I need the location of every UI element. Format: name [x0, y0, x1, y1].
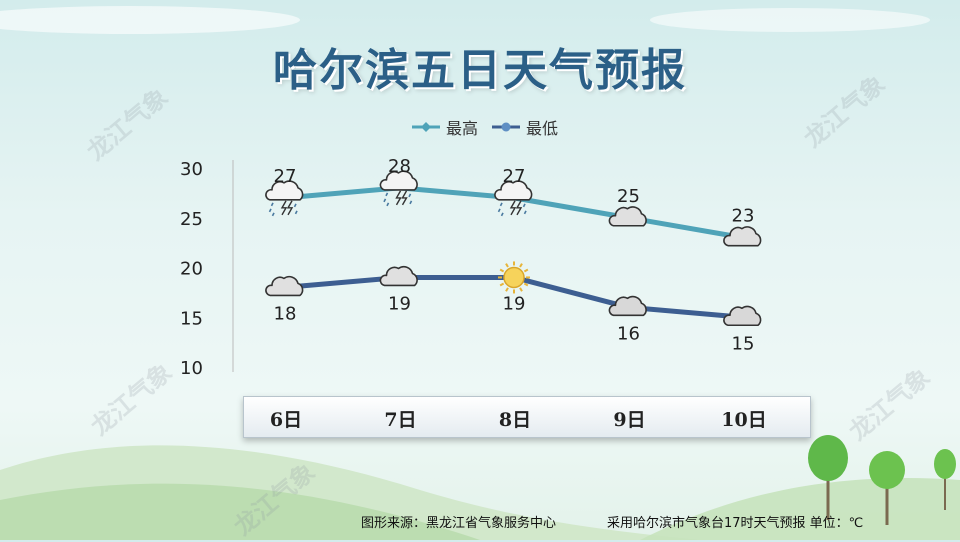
- sun-icon: [498, 261, 530, 294]
- date-bar: 6日 7日 8日 9日 10日: [243, 396, 811, 438]
- y-tick-label: 10: [180, 358, 203, 379]
- data-label: 19: [388, 293, 411, 314]
- data-label: 27: [503, 166, 526, 187]
- thunder-rain-icon: [379, 170, 418, 207]
- page-title: 哈尔滨五日天气预报: [273, 45, 687, 96]
- legend-label-high: 最高: [446, 119, 479, 138]
- data-label: 16: [617, 323, 640, 344]
- cloud-icon: [379, 265, 418, 287]
- cloud-icon: [265, 275, 304, 297]
- data-label: 27: [274, 166, 297, 187]
- cloud-icon: [608, 295, 647, 317]
- tree-icon: [869, 451, 905, 525]
- thunder-rain-icon: [494, 180, 533, 217]
- x-tick-label: 8日: [498, 409, 532, 431]
- chart-legend: 最高 最低: [412, 115, 572, 139]
- thunder-rain-icon: [265, 180, 304, 217]
- x-tick-label: 7日: [384, 409, 417, 431]
- data-label: 18: [274, 303, 297, 324]
- legend-marker-high: [412, 122, 440, 132]
- tree-icon: [808, 435, 848, 520]
- data-label: 15: [732, 333, 755, 354]
- footer-note: 采用哈尔滨市气象台17时天气预报 单位：℃: [607, 516, 864, 531]
- y-tick-label: 25: [180, 209, 203, 230]
- x-tick-label: 9日: [613, 409, 646, 431]
- cloud-icon: [723, 305, 762, 327]
- cloud-icon: [723, 226, 762, 247]
- tree-icon: [934, 449, 956, 510]
- legend-label-low: 最低: [526, 119, 559, 138]
- cloud-icon: [608, 206, 647, 227]
- legend-marker-low: [492, 122, 521, 132]
- data-label: 23: [732, 206, 755, 227]
- legend-item-high: 最高: [412, 115, 478, 139]
- legend-item-low: 最低: [492, 115, 558, 139]
- y-tick-label: 20: [180, 259, 203, 280]
- y-tick-label: 15: [180, 308, 203, 329]
- x-tick-label: 6日: [269, 409, 303, 431]
- x-tick-label: 10日: [721, 409, 767, 431]
- y-tick-label: 30: [180, 159, 203, 180]
- data-label: 28: [388, 156, 411, 177]
- footer-source: 图形来源：黑龙江省气象服务中心: [361, 516, 557, 531]
- data-label: 19: [503, 293, 526, 314]
- data-label: 25: [617, 186, 640, 207]
